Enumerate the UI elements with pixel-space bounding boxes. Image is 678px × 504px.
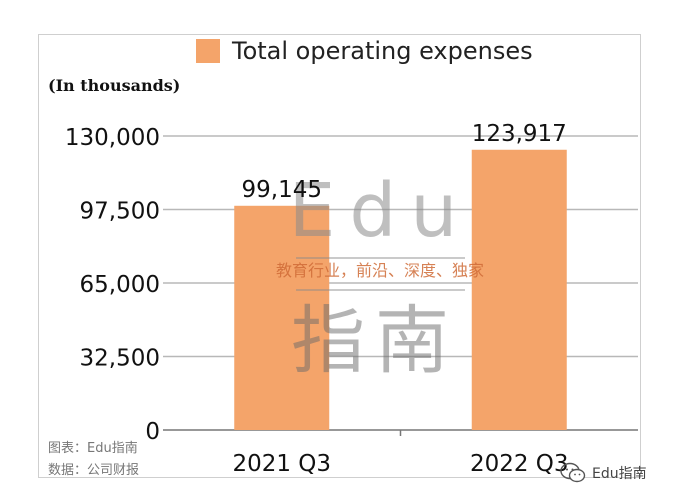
bar-value-label: 123,917 [472, 121, 567, 147]
chart-credit: 图表：Edu指南 [48, 441, 138, 456]
watermark-title: Edu [289, 168, 472, 254]
x-tick-label: 2021 Q3 [232, 451, 331, 477]
unit-label: (In thousands) [48, 76, 181, 95]
bar-value-label: 99,145 [242, 177, 322, 203]
y-tick-label: 97,500 [80, 199, 160, 225]
legend-swatch [196, 39, 220, 63]
y-tick-label: 130,000 [65, 125, 160, 151]
watermark-slogan: 教育行业，前沿、深度、独家 [276, 261, 484, 280]
bar [234, 205, 330, 430]
chart-frame [38, 34, 641, 478]
wechat-badge: Edu指南 [560, 462, 647, 484]
y-tick-label: 0 [145, 419, 160, 445]
bar [471, 149, 567, 430]
watermark: Edu 教育行业，前沿、深度、独家 指南 [276, 168, 484, 384]
data-source: 数据：公司财报 [48, 463, 140, 478]
legend: Total operating expenses [196, 36, 533, 66]
x-tick-label: 2022 Q3 [470, 451, 569, 477]
y-tick-label: 32,500 [80, 346, 160, 372]
wechat-icon [560, 462, 586, 483]
legend-label: Total operating expenses [232, 37, 533, 65]
wechat-label: Edu指南 [592, 466, 647, 482]
watermark-name: 指南 [291, 298, 459, 384]
y-tick-label: 65,000 [80, 272, 160, 298]
